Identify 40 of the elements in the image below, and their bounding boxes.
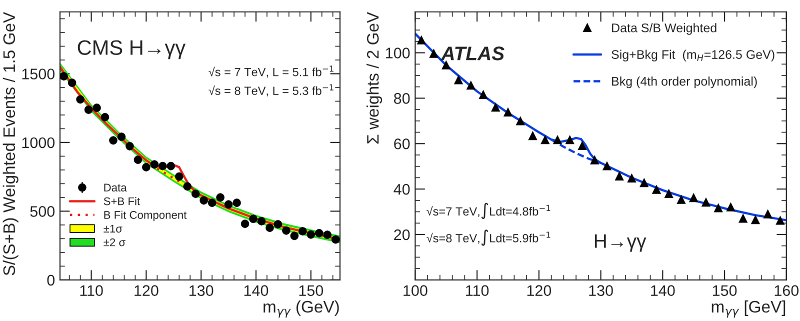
x-tick-label: 110 [80, 285, 103, 296]
y-tick-label: 1000 [22, 137, 55, 148]
x-axis-title: m$_{γγ}$ [GeV] [712, 300, 786, 318]
x-tick-label: 140 [244, 285, 268, 296]
x-tick-label: 150 [299, 285, 324, 296]
annotation: ATLAS [440, 46, 504, 60]
annotation: √s=8 TeV,∫Ldt=5.9fb$^{−1}$ [426, 230, 550, 246]
y-tick-label: 0 [47, 274, 55, 286]
annotation: CMS H→γγ [78, 40, 186, 60]
x-axis-title: m$_{γγ}$ (GeV) [264, 300, 339, 318]
x-tick-label: 120 [527, 285, 552, 296]
y-tick-label: 60 [394, 138, 410, 150]
x-tick-label: 110 [466, 285, 489, 296]
x-tick-label: 140 [651, 285, 675, 296]
x-tick-label: 100 [404, 285, 428, 296]
legend-label: Data S/B Weighted [612, 23, 716, 35]
annotation: H→γγ [594, 234, 646, 252]
y-tick-label: 100 [386, 48, 410, 58]
x-tick-label: 150 [712, 285, 737, 296]
legend-label: ±2 σ [104, 238, 126, 246]
legend-label: Data [104, 184, 127, 192]
annotation: √s=7 TeV,∫Ldt=4.8fb$^{−1}$ [426, 202, 550, 220]
x-tick-label: 120 [134, 285, 158, 296]
annotation: √s = 7 TeV, L = 5.1 fb$^{−1}$ [208, 66, 334, 78]
legend-label: B Fit Component [104, 210, 187, 222]
y-axis-title: S/(S+B) Weighted Events / 1.5 GeV [2, 12, 18, 276]
y-tick-label: 40 [394, 184, 410, 195]
y-tick-label: 1500 [22, 68, 55, 80]
legend-label: S+B Fit [104, 197, 140, 206]
y-tick-label: 20 [394, 229, 410, 240]
y-axis-title: Σ weights / 2 GeV [366, 12, 382, 144]
x-tick-label: 130 [190, 285, 214, 296]
legend-label: Sig+Bkg Fit (m$_{H}$=126.5 GeV) [612, 50, 774, 62]
y-tick-label: 80 [394, 93, 410, 104]
x-tick-label: 160 [774, 285, 799, 296]
x-tick-label: 130 [589, 285, 613, 296]
y-tick-label: 500 [30, 206, 55, 217]
legend-label: Bkg (4th order polynomial) [612, 76, 757, 88]
legend-label: ±1σ [104, 224, 122, 233]
annotation: √s = 8 TeV, L = 5.3 fb$^{−1}$ [208, 84, 334, 96]
